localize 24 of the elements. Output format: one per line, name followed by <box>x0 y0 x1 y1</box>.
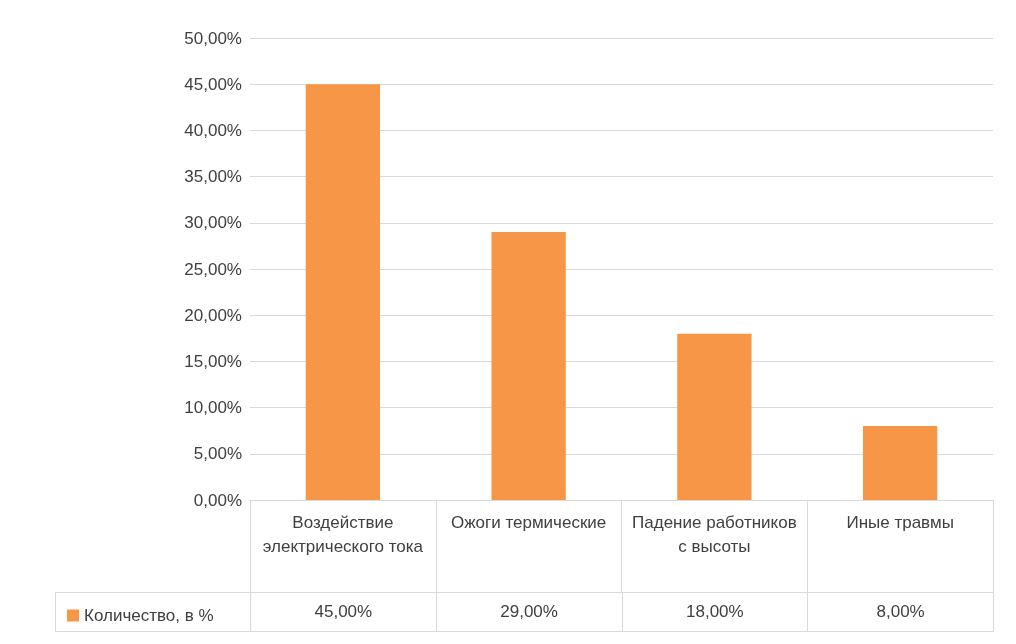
data-label: 18,00% <box>621 592 809 632</box>
data-label: 8,00% <box>807 592 994 632</box>
y-tick-label: 40,00% <box>184 120 242 140</box>
x-tick-label: Воздействие электрического тока <box>262 512 424 556</box>
y-tick-label: 20,00% <box>184 305 242 325</box>
y-tick-label: 5,00% <box>193 444 242 464</box>
legend-label: Количество, в % <box>84 606 214 625</box>
y-tick-label: 0,00% <box>193 490 242 510</box>
data-label: 45,00% <box>250 592 437 632</box>
y-tick-label: 10,00% <box>184 398 242 418</box>
bar <box>862 426 938 500</box>
y-tick-label: 50,00% <box>184 28 242 48</box>
y-tick-label: 15,00% <box>184 351 242 371</box>
bar <box>305 84 381 500</box>
x-tick-label: Иные травмы <box>846 512 954 532</box>
data-label: 29,00% <box>435 592 623 632</box>
y-tick-label: 35,00% <box>184 167 242 187</box>
x-tick-label: Падение работников с высоты <box>632 512 797 556</box>
y-tick-label: 30,00% <box>184 213 242 233</box>
bar <box>677 333 752 500</box>
bar <box>491 232 566 500</box>
x-tick-label: Ожоги термические <box>450 512 607 532</box>
y-tick-label: 25,00% <box>184 259 242 279</box>
y-tick-label: 45,00% <box>184 74 242 94</box>
